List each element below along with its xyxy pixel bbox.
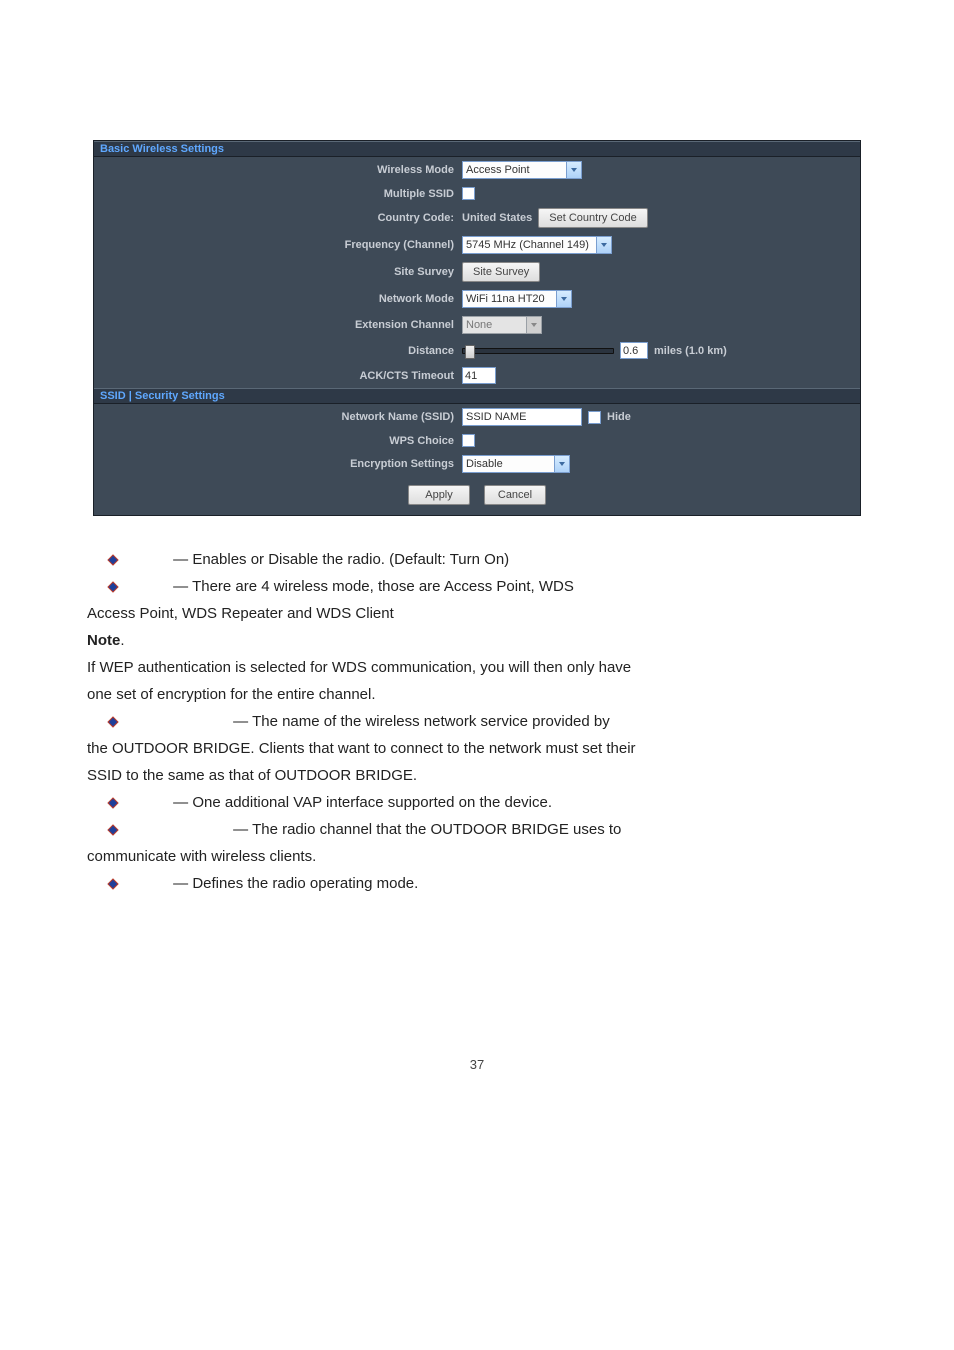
extension-channel-select[interactable]: None: [462, 316, 542, 334]
extension-channel-label: Extension Channel: [94, 319, 462, 331]
distance-unit: miles (1.0 km): [654, 345, 727, 357]
ssid-label: Network Name (SSID): [94, 411, 462, 423]
wireless-mode-label: Wireless Mode: [94, 164, 462, 176]
bullet-icon: [107, 581, 119, 593]
site-survey-button[interactable]: Site Survey: [462, 262, 540, 282]
network-mode-select[interactable]: WiFi 11na HT20: [462, 290, 572, 308]
bullet-1-text: — Enables or Disable the radio. (Default…: [169, 551, 509, 568]
wireless-mode-select[interactable]: Access Point: [462, 161, 582, 179]
ssid-input[interactable]: SSID NAME: [462, 408, 582, 426]
settings-panel: Basic Wireless Settings Wireless Mode Ac…: [93, 140, 861, 516]
document-body: — Enables or Disable the radio. (Default…: [87, 546, 867, 897]
apply-button[interactable]: Apply: [408, 485, 470, 505]
bullet-2-cont: Access Point, WDS Repeater and WDS Clien…: [87, 600, 867, 627]
ack-label: ACK/CTS Timeout: [94, 370, 462, 382]
bullet-5-cont: communicate with wireless clients.: [87, 843, 867, 870]
note-line1: If WEP authentication is selected for WD…: [87, 654, 867, 681]
wps-checkbox[interactable]: [462, 434, 475, 447]
distance-slider[interactable]: [462, 348, 614, 354]
bullet-4-text: — One additional VAP interface supported…: [169, 794, 552, 811]
country-code-value: United States: [462, 212, 532, 224]
section-header-ssid: SSID | Security Settings: [94, 388, 860, 404]
hide-checkbox[interactable]: [588, 411, 601, 424]
bullet-6-text: — Defines the radio operating mode.: [169, 875, 418, 892]
bullet-3-text: — The name of the wireless network servi…: [229, 713, 610, 730]
section-header-basic: Basic Wireless Settings: [94, 141, 860, 157]
page-number: 37: [87, 1057, 867, 1072]
note-heading: Note: [87, 632, 120, 649]
distance-label: Distance: [94, 345, 462, 357]
country-code-label: Country Code:: [94, 212, 462, 224]
bullet-icon: [107, 554, 119, 566]
encryption-select[interactable]: Disable: [462, 455, 570, 473]
bullet-icon: [107, 797, 119, 809]
bullet-2-text: — There are 4 wireless mode, those are A…: [169, 578, 574, 595]
ack-input[interactable]: 41: [462, 367, 496, 384]
bullet-3-cont2: SSID to the same as that of OUTDOOR BRID…: [87, 762, 867, 789]
multiple-ssid-checkbox[interactable]: [462, 187, 475, 200]
encryption-label: Encryption Settings: [94, 458, 462, 470]
frequency-select[interactable]: 5745 MHz (Channel 149): [462, 236, 612, 254]
frequency-label: Frequency (Channel): [94, 239, 462, 251]
distance-input[interactable]: 0.6: [620, 342, 648, 359]
multiple-ssid-label: Multiple SSID: [94, 188, 462, 200]
bullet-icon: [107, 716, 119, 728]
bullet-icon: [107, 824, 119, 836]
bullet-3-cont1: the OUTDOOR BRIDGE. Clients that want to…: [87, 735, 867, 762]
note-line2: one set of encryption for the entire cha…: [87, 681, 867, 708]
set-country-code-button[interactable]: Set Country Code: [538, 208, 647, 228]
site-survey-label: Site Survey: [94, 266, 462, 278]
network-mode-label: Network Mode: [94, 293, 462, 305]
cancel-button[interactable]: Cancel: [484, 485, 546, 505]
bullet-5-text: — The radio channel that the OUTDOOR BRI…: [229, 821, 621, 838]
bullet-icon: [107, 878, 119, 890]
wps-label: WPS Choice: [94, 435, 462, 447]
hide-label: Hide: [607, 411, 631, 423]
